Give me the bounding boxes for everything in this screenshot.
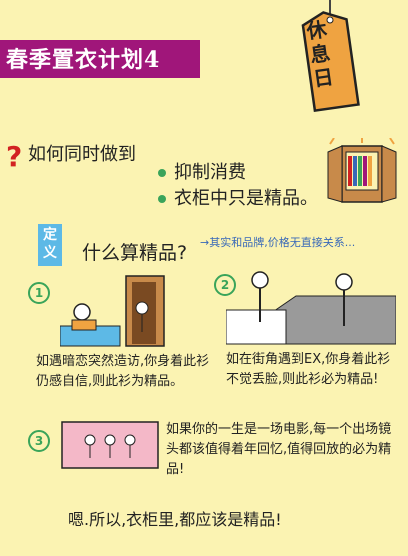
bullet-item: 抑制消费: [158, 158, 246, 184]
definition-note: →其实和品牌,价格无直接关系...: [200, 236, 356, 249]
conclusion-text: 嗯.所以,衣柜里,都应该是精品!: [68, 510, 282, 529]
scenario-number: 3: [28, 430, 50, 452]
page-title: 春季置衣计划4: [6, 47, 161, 73]
definition-badge: 定义: [38, 224, 62, 266]
bullet-dot-icon: [158, 195, 166, 203]
scenario-text: 如果你的一生是一场电影,每一个出场镜头都该值得着年回忆,值得回放的必为精品!: [166, 422, 392, 477]
scenario-text: 如遇暗恋突然造访,你身着此衫仍感自信,则此衫为精品。: [36, 354, 210, 389]
bullet-item: 衣柜中只是精品。: [158, 184, 318, 210]
question-mark-icon: ?: [6, 140, 23, 173]
scenario-2-illustration: [226, 271, 396, 345]
scenario-text: 如在街角遇到EX,你身着此衫不觉丢脸,则此衫必为精品!: [226, 352, 391, 387]
bullet-dot-icon: [158, 169, 166, 177]
scenario-1-illustration: [60, 275, 165, 347]
title-banner: 春季置衣计划4: [0, 40, 200, 78]
scenario-3-illustration: [61, 421, 159, 469]
hanging-tag-illustration: [301, 0, 360, 113]
scenario-number: 2: [214, 274, 236, 296]
scenario-number: 1: [28, 282, 50, 304]
question-text: 如何同时做到: [28, 144, 136, 165]
definition-main: 什么算精品?: [82, 242, 188, 264]
wardrobe-illustration: [327, 138, 397, 203]
